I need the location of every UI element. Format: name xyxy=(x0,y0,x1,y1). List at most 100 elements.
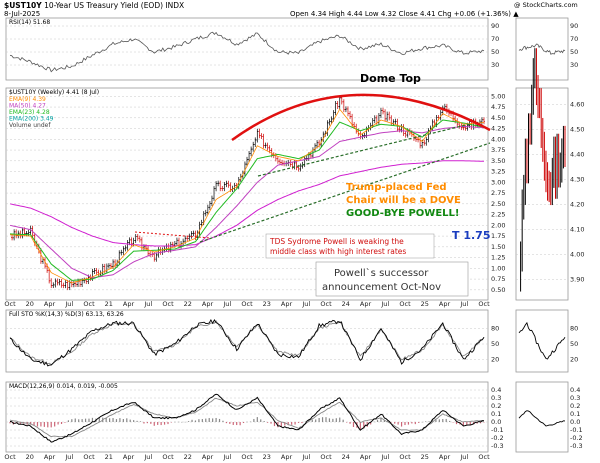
macd-xtick-label: Oct xyxy=(399,453,411,461)
price-xtick-label: Jul xyxy=(222,300,231,308)
price-xtick-label: Apr xyxy=(360,300,372,308)
macd-hist-bar xyxy=(287,422,289,426)
macd-hist-bar xyxy=(229,422,231,424)
macd-hist-bar xyxy=(328,418,331,422)
macd-hist-bar xyxy=(332,418,334,422)
price-xtick-label: 22 xyxy=(184,300,192,308)
macd-tick-label: 0.3 xyxy=(491,394,501,402)
price-xtick-label: Jul xyxy=(64,300,73,308)
macd-hist-bar xyxy=(370,422,372,425)
macd-hist-bar xyxy=(273,422,276,427)
macd-hist-bar xyxy=(267,422,269,423)
macd-hist-bar xyxy=(469,422,471,426)
macd-hist-bar xyxy=(315,419,317,422)
price-tick-label: 4.50 xyxy=(491,114,505,122)
macd-hist-bar xyxy=(163,422,166,425)
price-legend: $UST10Y (Weekly) 4.41 (8 Jul) EMA(9) 4.3… xyxy=(9,89,99,129)
price-tick-label: 2.25 xyxy=(491,211,505,219)
sto-tick-label: 50 xyxy=(491,340,499,348)
macd-hist-bar xyxy=(383,419,385,422)
macd-mini-tick-label: -0.3 xyxy=(570,442,583,450)
price-legend-entry: EMA(200) 3.49 xyxy=(9,116,54,123)
macd-hist-bar xyxy=(390,422,392,423)
price-legend-entry: EMA(23) 4.28 xyxy=(9,109,50,116)
macd-xtick-label: Jul xyxy=(459,453,468,461)
macd-hist-bar xyxy=(153,422,155,426)
sto-tick-label: 20 xyxy=(491,356,499,364)
macd-tick-label: -0.3 xyxy=(491,442,504,450)
macd-hist-bar xyxy=(452,422,454,423)
macd-hist-bar xyxy=(321,417,324,422)
macd-hist-bar xyxy=(122,418,124,422)
macd-hist-bar xyxy=(47,422,49,428)
macd-hist-bar xyxy=(418,422,420,423)
macd-hist-bar xyxy=(414,422,416,425)
macd-mini-tick-label: 0.1 xyxy=(570,410,580,418)
macd-hist-bar xyxy=(222,420,224,422)
macd-hist-bar xyxy=(174,421,176,423)
macd-hist-bar xyxy=(301,422,303,424)
goodbye-label: GOOD-BYE POWELL! xyxy=(346,208,459,219)
fed-chair-line2: Chair will be a DOVE xyxy=(346,195,461,206)
macd-hist-bar xyxy=(431,419,434,422)
price-mini-tick-label: 4.50 xyxy=(570,126,584,134)
chart-title: $UST10Y 10-Year US Treasury Yield (EOD) … xyxy=(4,1,184,10)
macd-mini-tick-label: -0.1 xyxy=(570,426,583,434)
tds-line1: TDS Sydrome Powell is weaking the xyxy=(269,237,404,246)
macd-hist-bar xyxy=(177,421,179,423)
macd-hist-bar xyxy=(112,418,114,422)
macd-mini-tick-label: 0.0 xyxy=(570,418,580,426)
macd-title: MACD(12,26,9) 0.014, 0.019, -0.005 xyxy=(9,383,118,390)
macd-hist-bar xyxy=(394,422,396,424)
macd-hist-bar xyxy=(387,420,389,422)
price-xtick-label: Apr xyxy=(44,300,56,308)
price-xtick-label: Oct xyxy=(4,300,16,308)
macd-hist-bar xyxy=(445,418,447,422)
price-mini-tick-label: 3.90 xyxy=(570,276,584,284)
macd-hist-bar xyxy=(483,422,485,423)
macd-hist-bar xyxy=(71,419,73,422)
macd-hist-bar xyxy=(318,418,320,422)
rsi-main-frame xyxy=(5,17,489,81)
macd-hist-bar xyxy=(212,418,214,422)
ema200-line xyxy=(9,160,484,247)
macd-hist-bar xyxy=(400,422,403,427)
macd-hist-bar xyxy=(33,422,35,426)
price-mini-tick-label: 4.30 xyxy=(570,176,584,184)
symbol-description: 10-Year US Treasury Yield (EOD) xyxy=(44,1,164,10)
macd-xtick-label: Oct xyxy=(162,453,174,461)
macd-tick-label: -0.1 xyxy=(491,426,504,434)
macd-hist-bar xyxy=(170,422,173,423)
price-tick-label: 1.75 xyxy=(491,232,505,240)
macd-hist-bar xyxy=(74,418,76,422)
macd-xtick-label: 24 xyxy=(342,453,350,461)
macd-hist-bar xyxy=(188,421,190,422)
dome-top-arc xyxy=(231,93,491,142)
macd-hist-bar xyxy=(376,420,379,422)
macd-mini-frame xyxy=(515,381,569,453)
copyright: @ StockCharts.com xyxy=(514,1,578,9)
macd-hist-bar xyxy=(198,419,200,422)
price-tick-label: 1.50 xyxy=(491,243,505,251)
macd-line xyxy=(9,393,485,443)
successor-line1: Powell`s successor xyxy=(334,267,429,279)
price-mini-frame xyxy=(515,87,569,301)
macd-main-frame xyxy=(5,381,489,453)
macd-hist-bar xyxy=(184,421,186,423)
price-tick-label: 1.25 xyxy=(491,254,505,262)
price-tick-label: 1.00 xyxy=(491,264,505,272)
macd-hist-bar xyxy=(115,419,118,422)
macd-xtick-label: Apr xyxy=(123,453,135,461)
macd-xtick-label: Apr xyxy=(281,453,293,461)
price-mini-tick-label: 4.00 xyxy=(570,251,584,259)
ma50-line xyxy=(9,125,485,279)
macd-hist-bar xyxy=(167,422,169,425)
price-xtick-label: 24 xyxy=(342,300,350,308)
sto-tick-label: 80 xyxy=(491,324,499,332)
upper-trendline xyxy=(257,123,471,177)
macd-hist-bar xyxy=(270,422,272,424)
sto-title: Full STO %K(14,3) %D(3) 63.13, 63.26 xyxy=(9,311,124,318)
price-xtick-label: Oct xyxy=(478,300,490,308)
price-tick-label: 3.50 xyxy=(491,157,505,165)
